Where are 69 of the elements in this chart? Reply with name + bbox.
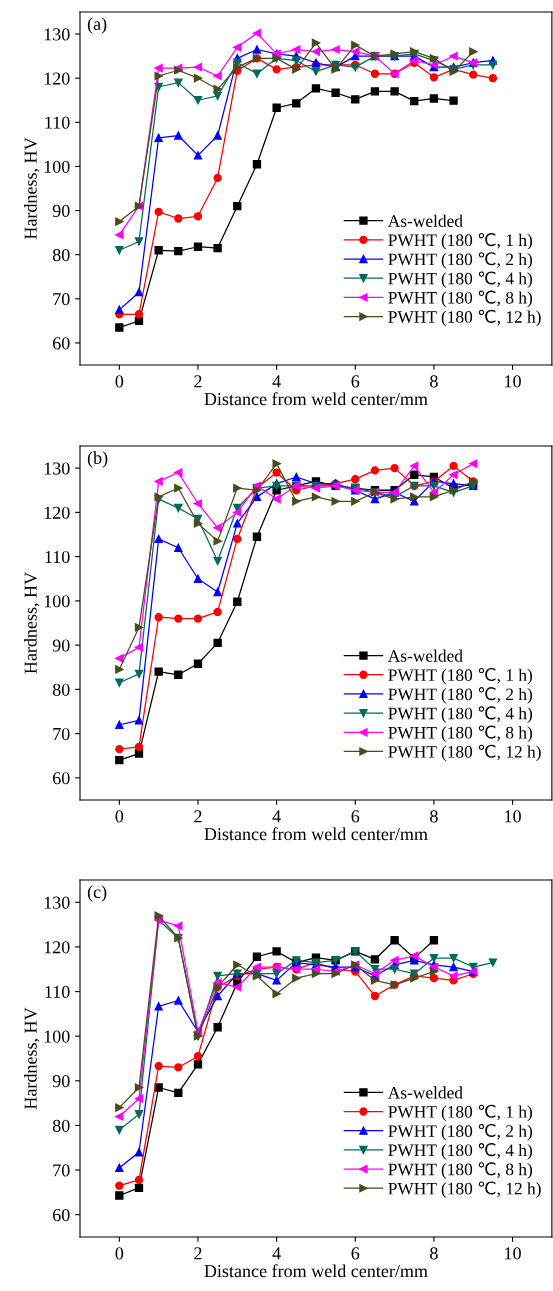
x-tick-label: 10 (505, 375, 521, 388)
x-tick-label: 2 (194, 1247, 202, 1260)
y-tick-label: 110 (45, 116, 70, 129)
y-tick-label: 100 (44, 595, 70, 608)
x-axis-title: Distance from weld center/mm (204, 827, 428, 841)
x-tick-label: 6 (351, 810, 360, 823)
x-tick-label: 4 (272, 1247, 281, 1260)
legend-label: As-welded (387, 1086, 463, 1099)
y-tick-label: 130 (44, 28, 70, 41)
legend-label: PWHT (180 ℃, 2 h) (388, 252, 533, 269)
y-tick-label: 110 (45, 550, 70, 564)
x-axis-title: Distance from weld center/mm (204, 392, 428, 406)
x-tick-label: 2 (194, 375, 202, 388)
legend-label: PWHT (180 ℃, 12 h) (388, 744, 541, 762)
x-tick-label: 0 (115, 375, 124, 388)
x-tick-label: 4 (272, 810, 281, 823)
legend-label: PWHT (180 ℃, 4 h) (388, 1143, 533, 1160)
chart-title: (a) (87, 17, 107, 34)
y-tick-label: 90 (52, 639, 70, 652)
legend-label: PWHT (180 ℃, 8 h) (388, 725, 533, 743)
chart-title: (c) (87, 885, 107, 902)
y-tick-label: 70 (53, 293, 70, 306)
y-tick-label: 120 (44, 506, 70, 519)
y-tick-label: 60 (53, 1208, 70, 1222)
x-tick-label: 10 (505, 810, 521, 823)
legend-label: PWHT (180 ℃, 1 h) (388, 233, 533, 250)
y-tick-label: 100 (44, 1030, 70, 1043)
legend-label: PWHT (180 ℃, 8 h) (388, 290, 533, 308)
y-tick-label: 130 (44, 462, 70, 475)
x-tick-label: 2 (194, 810, 202, 823)
legend-label: PWHT (180 ℃, 2 h) (388, 687, 533, 704)
x-tick-label: 8 (430, 375, 438, 388)
y-axis-title: Hardness, HV (24, 137, 40, 240)
x-tick-label: 8 (430, 1247, 438, 1260)
chart-title: (b) (87, 451, 108, 468)
x-tick-label: 0 (115, 810, 124, 823)
x-tick-label: 6 (351, 1247, 360, 1260)
y-tick-label: 130 (44, 896, 70, 909)
x-tick-label: 6 (351, 375, 360, 388)
y-tick-label: 80 (52, 1119, 70, 1132)
legend-label: As-welded (387, 649, 463, 662)
y-tick-label: 60 (53, 772, 70, 785)
legend-label: PWHT (180 ℃, 1 h) (388, 1104, 533, 1122)
legend-label: PWHT (180 ℃, 8 h) (388, 1162, 533, 1179)
legend-label: PWHT (180 ℃, 4 h) (388, 706, 533, 723)
y-tick-label: 120 (44, 941, 70, 954)
legend-label: As-welded (387, 214, 463, 227)
y-tick-label: 120 (44, 72, 70, 85)
x-tick-label: 8 (430, 810, 438, 823)
y-tick-label: 90 (52, 204, 70, 217)
y-tick-label: 70 (53, 727, 70, 741)
y-axis-title: Hardness, HV (24, 1007, 40, 1110)
x-tick-label: 0 (115, 1247, 124, 1260)
y-tick-label: 70 (53, 1164, 70, 1177)
legend-label: PWHT (180 ℃, 12 h) (388, 309, 541, 327)
x-tick-label: 4 (272, 375, 281, 388)
y-tick-label: 100 (44, 160, 70, 173)
x-axis-title: Distance from weld center/mm (204, 1264, 428, 1278)
y-axis-title: Hardness, HV (24, 572, 40, 674)
legend-label: PWHT (180 ℃, 2 h) (388, 1123, 533, 1141)
legend-label: PWHT (180 ℃, 4 h) (388, 271, 533, 288)
y-tick-label: 110 (45, 985, 70, 998)
y-tick-label: 80 (52, 248, 70, 262)
y-tick-label: 80 (52, 683, 70, 696)
legend-label: PWHT (180 ℃, 12 h) (388, 1181, 541, 1199)
x-tick-label: 10 (505, 1247, 521, 1260)
y-tick-label: 90 (52, 1075, 70, 1088)
legend-label: PWHT (180 ℃, 1 h) (388, 667, 533, 685)
y-tick-label: 60 (53, 337, 70, 350)
